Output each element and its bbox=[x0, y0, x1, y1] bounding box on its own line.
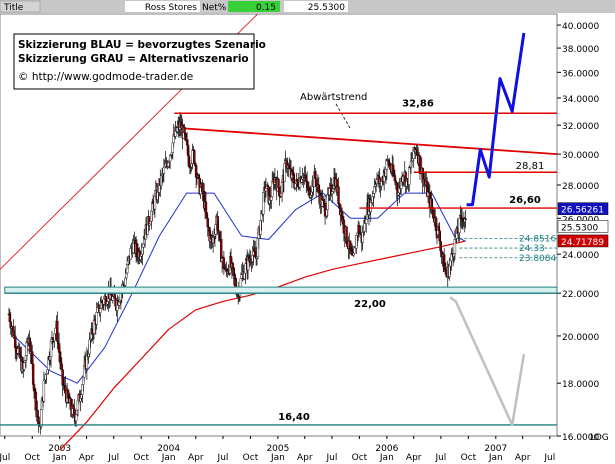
y-tick-label: 24.0000 bbox=[562, 251, 599, 261]
legend-line-blue: Skizzierung BLAU = bevorzugtes Szenario bbox=[18, 39, 266, 51]
level-label: 26,60 bbox=[509, 195, 541, 206]
candle-body bbox=[60, 363, 63, 370]
last-price-box bbox=[284, 1, 348, 12]
x-tick-label: Jul bbox=[107, 453, 119, 463]
y-tick-label: 18.0000 bbox=[562, 380, 599, 390]
price-markers: 26.56261 25.5300 24.71789 bbox=[557, 202, 609, 248]
year-label: 2003 bbox=[48, 444, 71, 454]
y-tick-label: 36.0000 bbox=[562, 69, 599, 79]
level-label: 24.33 bbox=[519, 244, 545, 254]
grey-scenario-path bbox=[449, 296, 526, 427]
axis-ticks: 16.000018.000020.000022.000024.000026.00… bbox=[0, 22, 609, 463]
x-tick-label: Jul bbox=[0, 453, 10, 463]
source-url[interactable]: © http://www.godmode-trader.de bbox=[18, 71, 193, 83]
x-tick-label: Apr bbox=[297, 453, 313, 463]
candle-body bbox=[337, 186, 340, 204]
legend-line-grey: Skizzierung GRAU = Alternativszenario bbox=[18, 53, 249, 65]
y-tick-label: 30.0000 bbox=[562, 151, 599, 161]
title-label: Title bbox=[3, 3, 24, 13]
blue-scenario-path bbox=[466, 32, 526, 207]
x-tick-label: Apr bbox=[188, 453, 204, 463]
price-marker bbox=[557, 202, 609, 215]
legend-frame bbox=[13, 33, 255, 90]
candle-body bbox=[22, 362, 26, 370]
log-scale-label: LOG bbox=[590, 433, 609, 443]
level-label: 22,00 bbox=[354, 299, 386, 310]
year-label: 2006 bbox=[375, 444, 398, 454]
instrument-name: Ross Stores bbox=[145, 3, 197, 13]
x-tick-label: Oct bbox=[24, 453, 40, 463]
price-marker-label: 24.71789 bbox=[561, 238, 604, 248]
level-label: 16,40 bbox=[278, 412, 310, 423]
scenario-sketches bbox=[449, 32, 526, 427]
candle-body bbox=[277, 178, 280, 189]
year-label: 2007 bbox=[484, 444, 507, 454]
candle-body bbox=[39, 409, 43, 427]
year-label: 2005 bbox=[266, 444, 289, 454]
y-tick-label: 38.0000 bbox=[562, 45, 599, 55]
candle-body bbox=[99, 308, 102, 313]
y-tick-label: 28.0000 bbox=[562, 182, 599, 192]
price-marker-label: 26.56261 bbox=[561, 206, 604, 216]
y-tick-label: 34.0000 bbox=[562, 95, 599, 105]
change-label: Net% bbox=[202, 3, 227, 13]
change-value: 0.15 bbox=[256, 3, 276, 13]
level-label: 28,81 bbox=[516, 161, 545, 172]
instrument-box bbox=[125, 1, 200, 12]
legend-box: Skizzierung BLAU = bevorzugtes Szenario … bbox=[13, 33, 266, 90]
candle-body bbox=[266, 184, 269, 188]
price-marker-label: 25.5300 bbox=[561, 223, 598, 233]
y-tick-label: 32.0000 bbox=[562, 122, 599, 132]
x-tick-label: Apr bbox=[406, 453, 422, 463]
price-series bbox=[7, 112, 467, 435]
x-tick-label: Jul bbox=[217, 453, 229, 463]
level-label: 32,86 bbox=[402, 98, 434, 109]
y-tick-label: 40.0000 bbox=[562, 22, 599, 32]
moving-average-blue bbox=[13, 192, 466, 384]
candle-body bbox=[231, 263, 235, 269]
title-button[interactable] bbox=[0, 0, 41, 13]
y-tick-label: 20.0000 bbox=[562, 333, 599, 343]
x-tick-label: Oct bbox=[461, 453, 477, 463]
x-tick-label: Jan bbox=[52, 453, 67, 463]
x-tick-label: Jul bbox=[326, 453, 338, 463]
downtrend-label: Abwärtstrend bbox=[300, 92, 367, 103]
last-price: 25.5300 bbox=[308, 3, 345, 13]
x-tick-label: Oct bbox=[352, 453, 368, 463]
candle-body bbox=[34, 391, 38, 411]
candle-body bbox=[95, 312, 98, 325]
candle-body bbox=[74, 414, 78, 422]
downtrend-line bbox=[177, 127, 558, 155]
level-label: 23.8084 bbox=[519, 254, 556, 264]
x-tick-label: Apr bbox=[79, 453, 95, 463]
price-marker bbox=[557, 220, 609, 233]
change-box bbox=[228, 1, 280, 12]
x-tick-label: Jan bbox=[270, 453, 285, 463]
price-marker bbox=[557, 234, 609, 248]
candle-body bbox=[345, 226, 348, 243]
x-tick-label: Jan bbox=[161, 453, 176, 463]
x-tick-label: Oct bbox=[133, 453, 149, 463]
x-tick-label: Jan bbox=[488, 453, 503, 463]
candle-body bbox=[162, 167, 166, 174]
candle-body bbox=[264, 188, 268, 192]
x-tick-label: Oct bbox=[243, 453, 259, 463]
x-tick-label: Apr bbox=[515, 453, 531, 463]
x-tick-label: Jul bbox=[543, 453, 555, 463]
support-band bbox=[4, 286, 558, 294]
y-tick-label: 16.0000 bbox=[562, 433, 599, 443]
x-tick-label: Jul bbox=[434, 453, 446, 463]
candle-body bbox=[464, 218, 467, 220]
level-label: 24.8516 bbox=[519, 235, 556, 245]
year-label: 2004 bbox=[157, 444, 180, 454]
header-bar: Title Ross Stores Net% 0.15 25.5300 bbox=[0, 0, 615, 13]
y-tick-label: 22.0000 bbox=[562, 290, 599, 300]
x-tick-label: Jan bbox=[379, 453, 394, 463]
candle-body bbox=[408, 167, 411, 185]
candle-body bbox=[204, 201, 208, 213]
